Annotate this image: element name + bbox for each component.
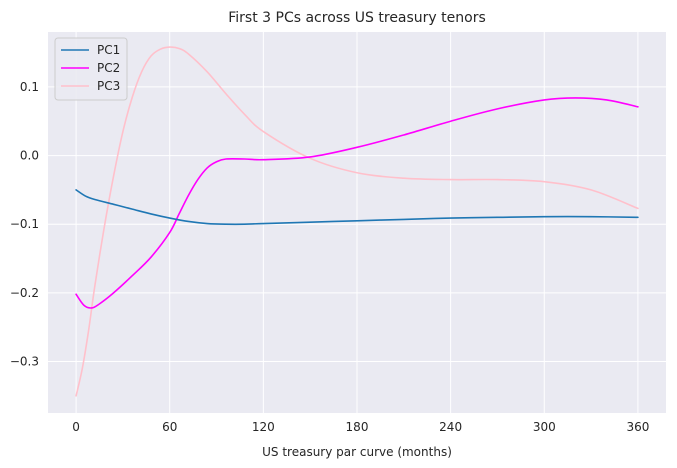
y-tick-label: 0.1: [20, 80, 39, 94]
x-tick-label: 360: [626, 420, 649, 434]
series-line-pc3: [75, 46, 639, 397]
chart-title: First 3 PCs across US treasury tenors: [228, 10, 486, 26]
y-tick-label: −0.1: [10, 217, 39, 231]
series-line-pc2: [75, 97, 639, 309]
x-tick-label: 240: [439, 420, 462, 434]
x-tick-label: 60: [162, 420, 177, 434]
series-line-pc1: [75, 189, 639, 226]
y-tick-label: −0.3: [10, 355, 39, 369]
y-tick-label: 0.0: [20, 149, 39, 163]
y-axis-ticks: −0.3 −0.2 −0.1 0.0 0.1: [10, 80, 39, 369]
y-tick-label: −0.2: [10, 286, 39, 300]
x-tick-label: 0: [72, 420, 80, 434]
series-layer: [75, 46, 639, 397]
x-tick-label: 120: [252, 420, 275, 434]
legend: PC1 PC2 PC3: [54, 37, 128, 101]
grid: [48, 32, 666, 413]
x-tick-label: 300: [533, 420, 556, 434]
legend-label-pc1: PC1: [97, 43, 120, 57]
legend-box: [54, 37, 128, 101]
legend-label-pc2: PC2: [97, 61, 120, 75]
x-tick-label: 180: [346, 420, 369, 434]
x-axis-label: US treasury par curve (months): [262, 445, 452, 459]
x-axis-ticks: 0 60 120 180 240 300 360: [72, 420, 649, 434]
legend-label-pc3: PC3: [97, 79, 120, 93]
